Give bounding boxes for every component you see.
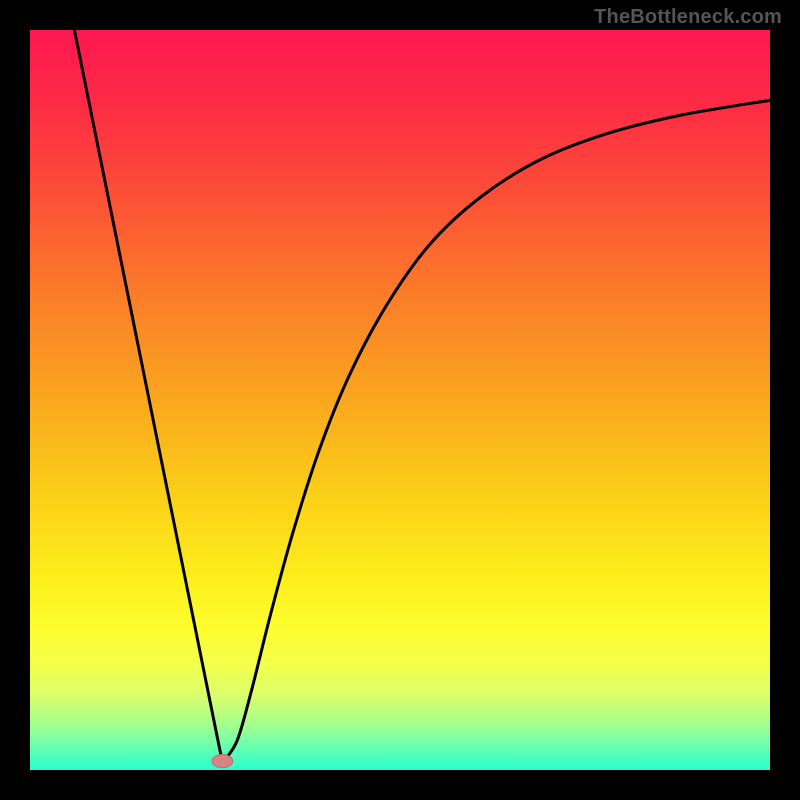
bottleneck-chart (30, 30, 770, 770)
watermark-text: TheBottleneck.com (594, 6, 782, 29)
bottleneck-curve (74, 30, 770, 763)
optimal-point-marker (212, 754, 233, 767)
curve-overlay (30, 30, 770, 770)
